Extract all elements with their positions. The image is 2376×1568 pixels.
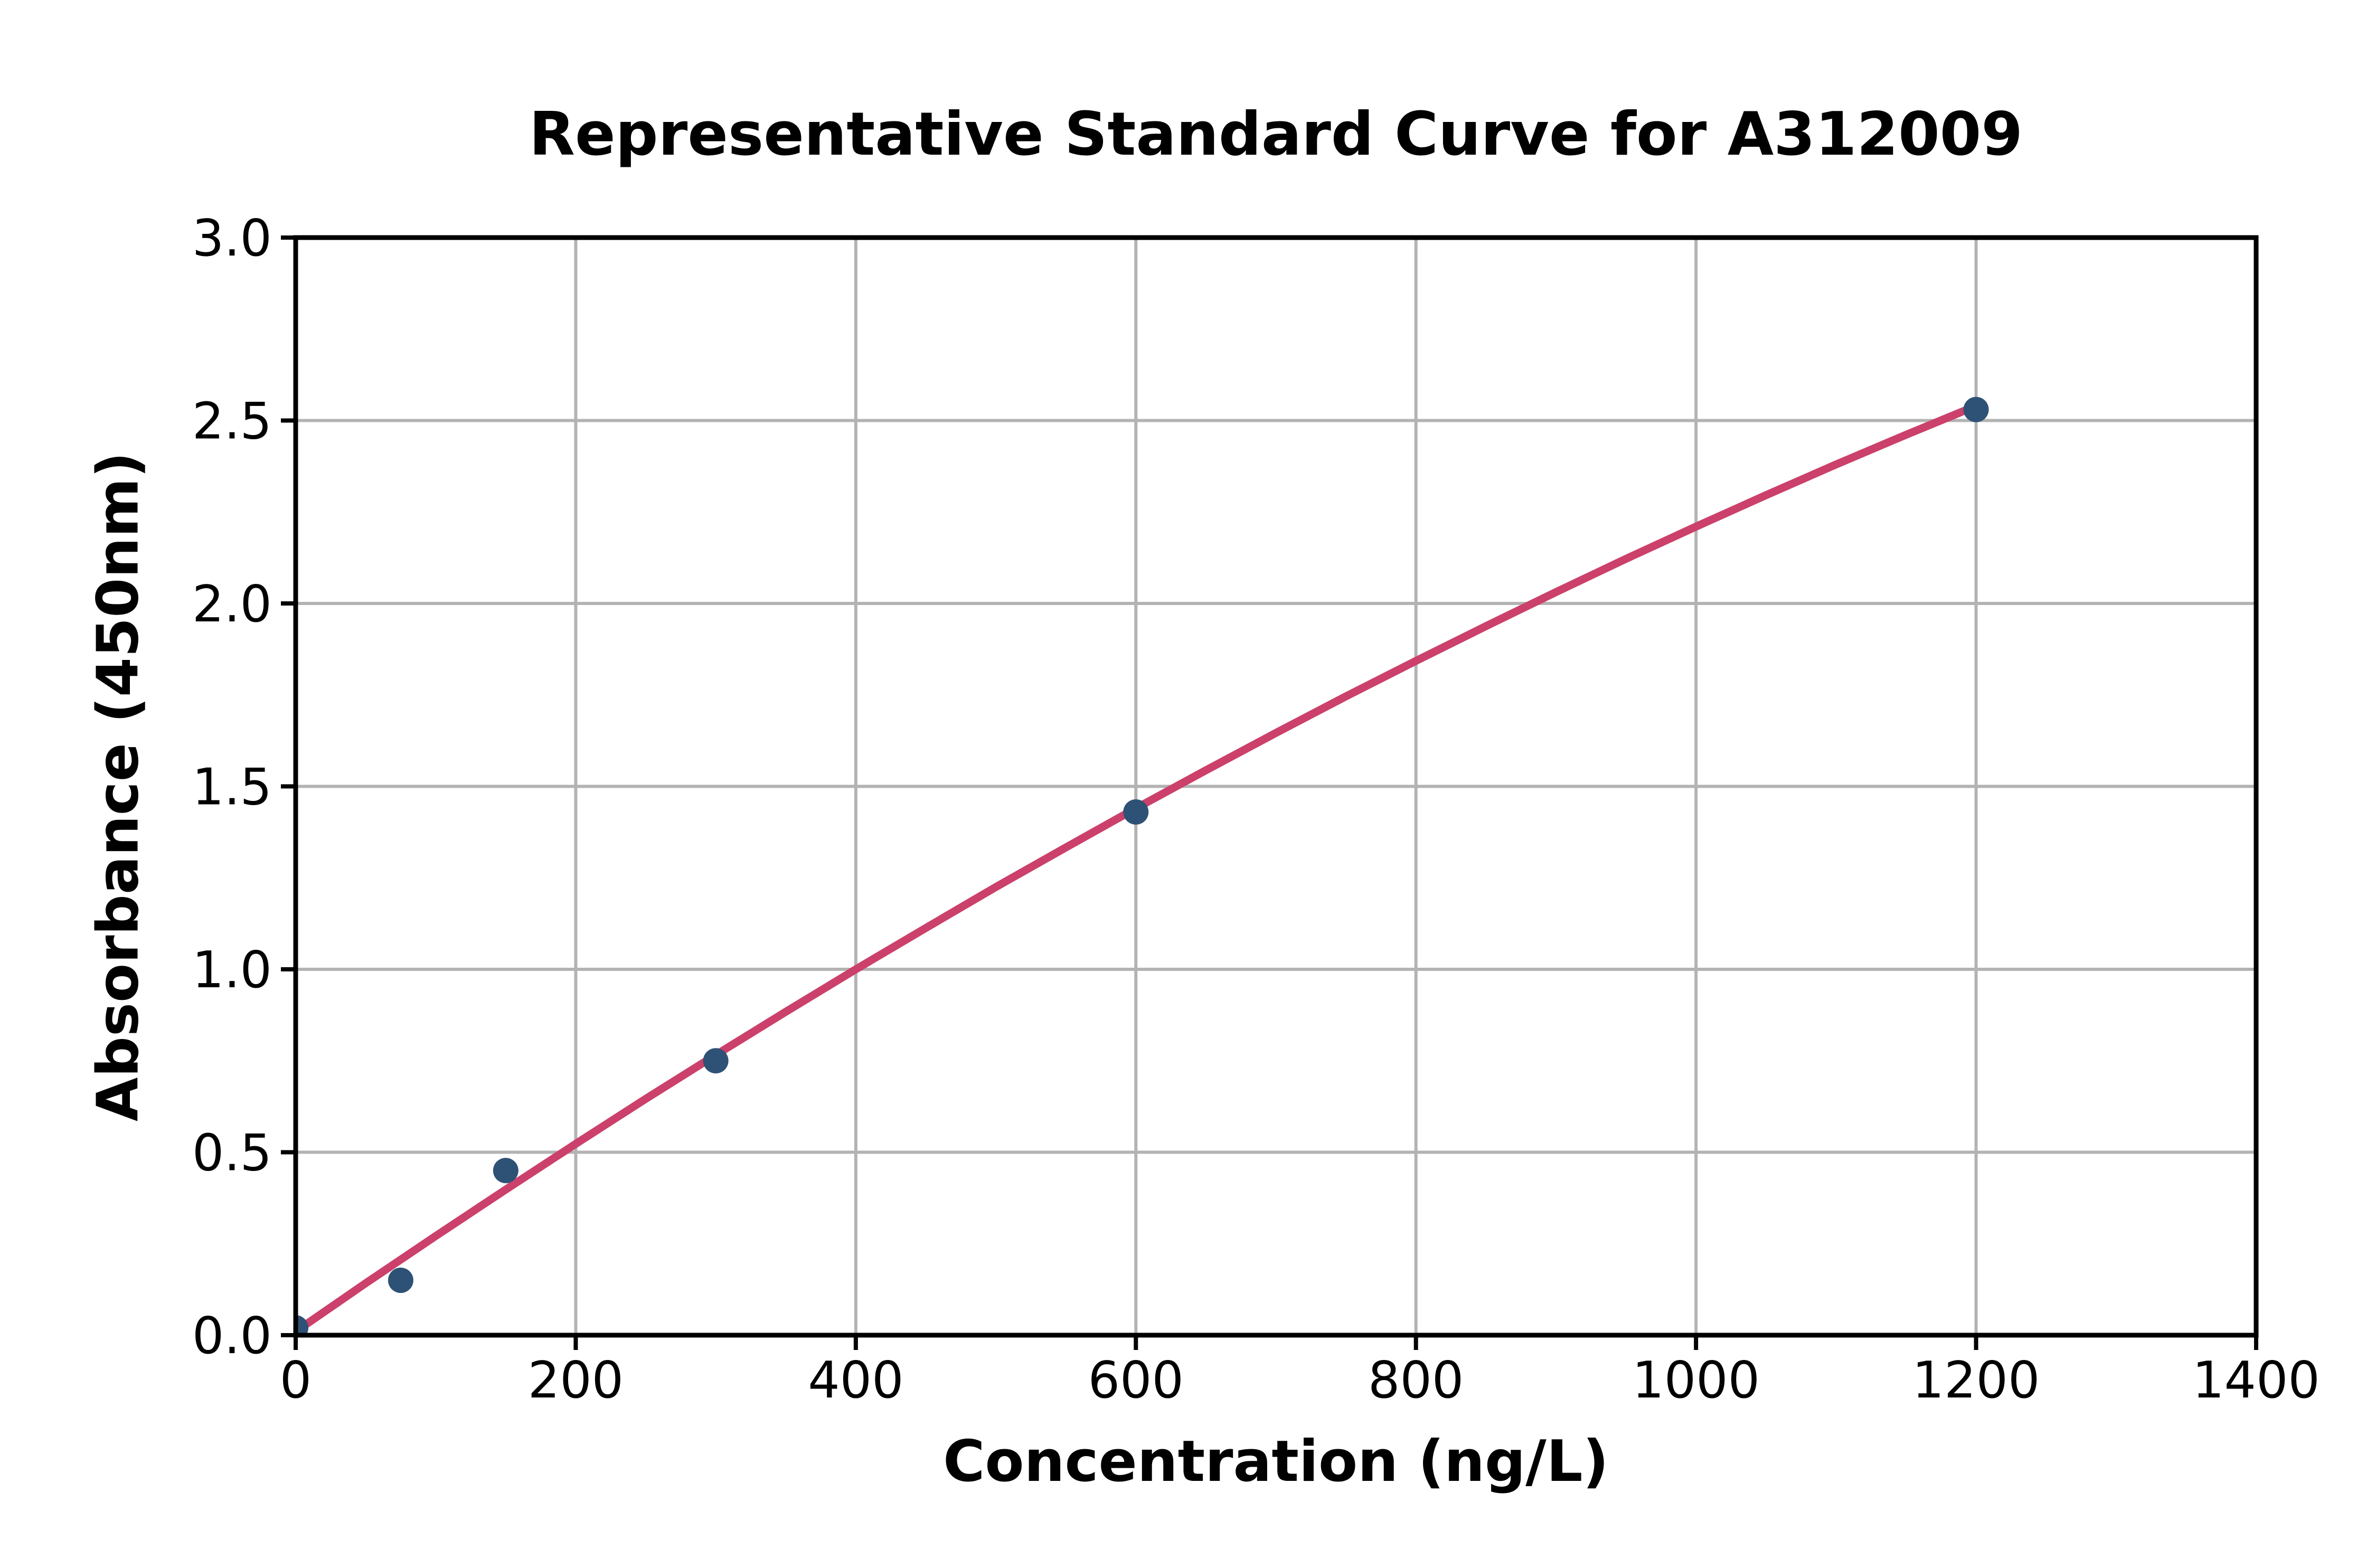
x-tick-label: 600	[1088, 1352, 1184, 1410]
y-tick-label: 1.0	[192, 941, 272, 999]
y-tick-label: 2.0	[192, 575, 272, 634]
data-point	[1963, 396, 1989, 422]
x-axis-label: Concentration (ng/L)	[943, 1429, 1609, 1495]
y-tick-label: 1.5	[192, 759, 272, 817]
x-tick-label: 400	[808, 1352, 903, 1410]
chart-title: Representative Standard Curve for A31200…	[529, 99, 2023, 169]
y-tick-label: 3.0	[192, 210, 272, 268]
x-tick-label: 200	[528, 1352, 624, 1410]
x-tick-label: 1000	[1632, 1352, 1760, 1410]
data-point	[493, 1158, 518, 1184]
data-point	[388, 1268, 413, 1293]
y-tick-label: 0.5	[192, 1125, 272, 1183]
y-tick-label: 2.5	[192, 393, 272, 451]
y-axis-label: Absorbance (450nm)	[85, 451, 152, 1122]
x-tick-label: 1400	[2192, 1352, 2320, 1410]
x-tick-label: 0	[280, 1352, 312, 1410]
x-tick-label: 1200	[1912, 1352, 2040, 1410]
data-point	[296, 1315, 308, 1335]
data-point	[703, 1048, 729, 1074]
y-tick-label: 0.0	[192, 1307, 272, 1365]
data-point	[1123, 799, 1149, 825]
x-tick-label: 800	[1368, 1352, 1464, 1410]
